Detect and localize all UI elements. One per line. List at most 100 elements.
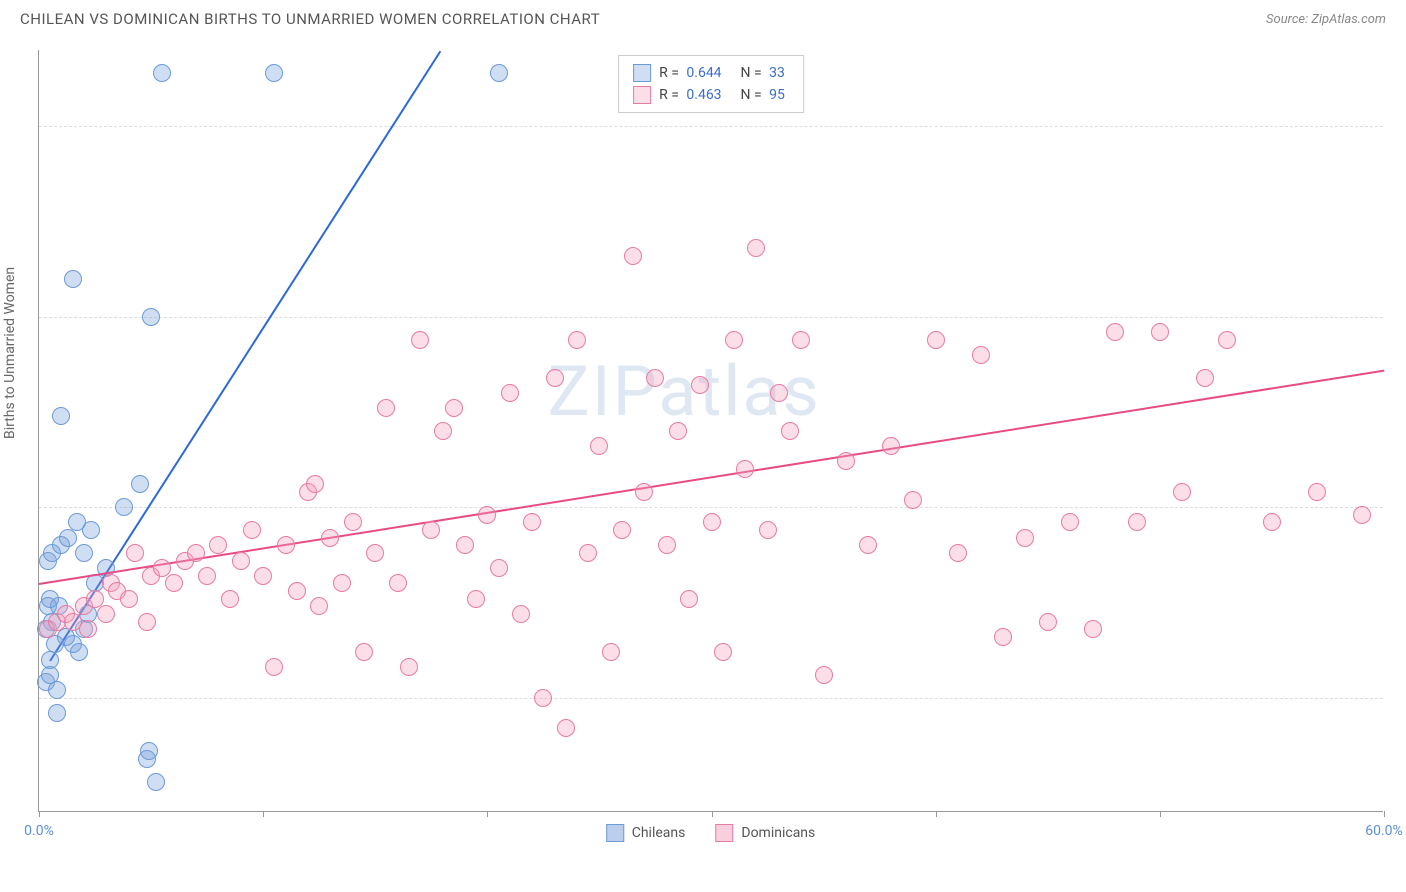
data-point [691, 376, 709, 394]
legend-series-label: Dominicans [741, 825, 815, 841]
plot-area: ZIPatlas R = 0.644 N = 33R = 0.463 N = 9… [38, 50, 1383, 812]
data-point [59, 529, 77, 547]
data-point [1061, 513, 1079, 531]
y-tick-label: 50.0% [1393, 499, 1406, 515]
data-point [333, 574, 351, 592]
data-point [344, 513, 362, 531]
legend-stat-row: R = 0.644 N = 33 [633, 62, 789, 84]
data-point [972, 346, 990, 364]
legend-swatch [633, 64, 651, 82]
data-point [882, 437, 900, 455]
data-point [815, 666, 833, 684]
data-point [736, 460, 754, 478]
x-tick-mark [39, 811, 40, 817]
data-point [456, 536, 474, 554]
data-point [501, 384, 519, 402]
data-point [703, 513, 721, 531]
data-point [187, 544, 205, 562]
data-point [1308, 483, 1326, 501]
data-point [209, 536, 227, 554]
data-point [48, 681, 66, 699]
data-point [265, 658, 283, 676]
data-point [1353, 506, 1371, 524]
data-point [321, 529, 339, 547]
y-axis-label: Births to Unmarried Women [2, 267, 18, 439]
data-point [75, 544, 93, 562]
legend-series-item: Chileans [606, 824, 686, 842]
data-point [389, 574, 407, 592]
legend-series-label: Chileans [632, 825, 686, 841]
data-point [490, 559, 508, 577]
data-point [1196, 369, 1214, 387]
data-point [904, 491, 922, 509]
data-point [1128, 513, 1146, 531]
data-point [534, 689, 552, 707]
x-tick-mark [263, 811, 264, 817]
data-point [490, 64, 508, 82]
data-point [759, 521, 777, 539]
data-point [523, 513, 541, 531]
data-point [434, 422, 452, 440]
x-tick-mark [1384, 811, 1385, 817]
data-point [1218, 331, 1236, 349]
data-point [680, 590, 698, 608]
x-tick-label: 60.0% [1365, 823, 1403, 839]
data-point [120, 590, 138, 608]
source-attribution: Source: ZipAtlas.com [1266, 12, 1386, 27]
data-point [422, 521, 440, 539]
data-point [306, 475, 324, 493]
data-point [1173, 483, 1191, 501]
data-point [400, 658, 418, 676]
gridline [39, 317, 1383, 318]
data-point [837, 452, 855, 470]
data-point [355, 643, 373, 661]
data-point [243, 521, 261, 539]
x-tick-mark [1160, 811, 1161, 817]
legend-swatch [633, 86, 651, 104]
data-point [792, 331, 810, 349]
data-point [64, 270, 82, 288]
data-point [725, 331, 743, 349]
data-point [624, 247, 642, 265]
y-tick-label: 25.0% [1393, 690, 1406, 706]
data-point [198, 567, 216, 585]
data-point [153, 64, 171, 82]
data-point [602, 643, 620, 661]
data-point [82, 521, 100, 539]
data-point [232, 552, 250, 570]
legend-r-label: R = 0.463 [659, 87, 725, 103]
data-point [221, 590, 239, 608]
legend-n-label: N = 95 [734, 87, 789, 103]
data-point [747, 239, 765, 257]
data-point [366, 544, 384, 562]
data-point [568, 331, 586, 349]
x-tick-mark [936, 811, 937, 817]
data-point [478, 506, 496, 524]
x-tick-mark [487, 811, 488, 817]
legend-stats: R = 0.644 N = 33R = 0.463 N = 95 [618, 55, 804, 113]
chart-container: Births to Unmarried Women ZIPatlas R = 0… [38, 50, 1383, 812]
data-point [1084, 620, 1102, 638]
data-point [1151, 323, 1169, 341]
data-point [669, 422, 687, 440]
data-point [445, 399, 463, 417]
data-point [1106, 323, 1124, 341]
x-tick-label: 0.0% [24, 823, 54, 839]
data-point [277, 536, 295, 554]
data-point [546, 369, 564, 387]
data-point [1039, 613, 1057, 631]
legend-series: Chileans Dominicans [606, 824, 816, 842]
data-point [512, 605, 530, 623]
data-point [41, 590, 59, 608]
legend-stat-row: R = 0.463 N = 95 [633, 84, 789, 106]
data-point [859, 536, 877, 554]
data-point [254, 567, 272, 585]
data-point [1016, 529, 1034, 547]
data-point [411, 331, 429, 349]
x-tick-mark [712, 811, 713, 817]
data-point [52, 407, 70, 425]
data-point [97, 605, 115, 623]
data-point [557, 719, 575, 737]
data-point [949, 544, 967, 562]
data-point [165, 574, 183, 592]
